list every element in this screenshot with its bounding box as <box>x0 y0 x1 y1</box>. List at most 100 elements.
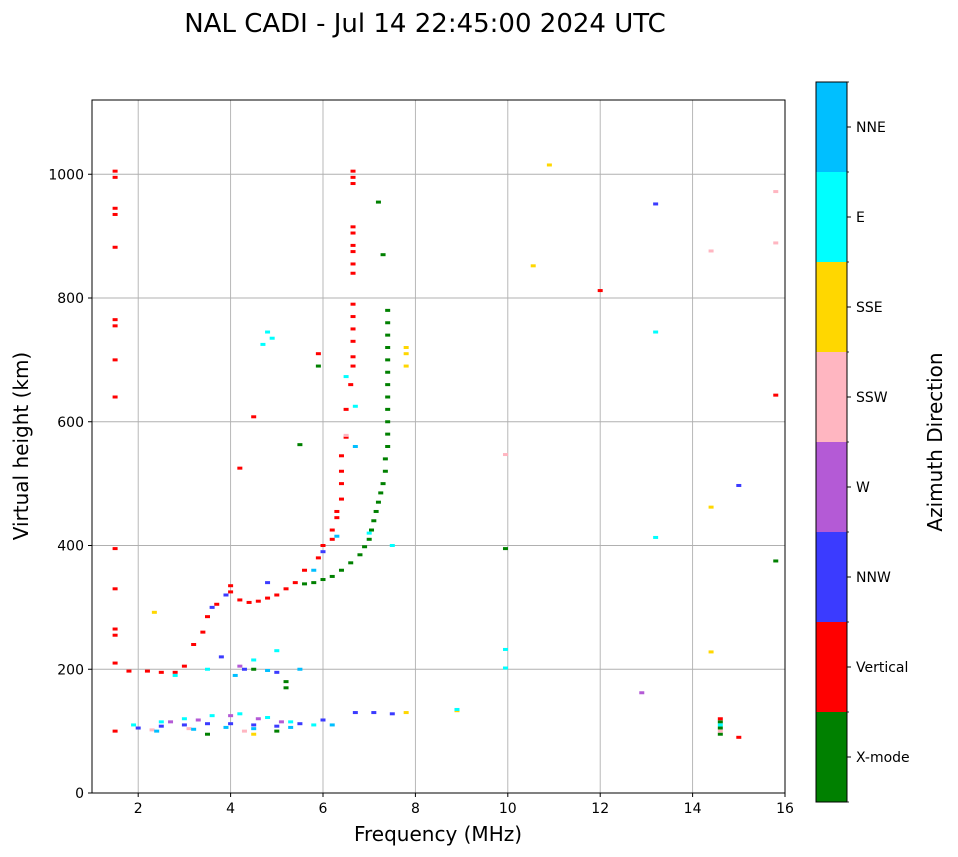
data-point <box>113 207 118 210</box>
series-nne <box>154 445 358 733</box>
data-points <box>113 163 779 738</box>
x-tick-label: 14 <box>684 801 702 817</box>
data-point <box>339 470 344 473</box>
data-point <box>302 569 307 572</box>
data-point <box>339 454 344 457</box>
colorbar-tick-label: X-mode <box>856 750 910 766</box>
x-axis-ticks: 2 4 6 8 10 12 14 16 <box>134 793 794 817</box>
data-point <box>279 720 284 723</box>
data-point <box>182 717 187 720</box>
data-point <box>113 628 118 631</box>
data-point <box>113 213 118 216</box>
data-point <box>251 723 256 726</box>
data-point <box>351 225 356 228</box>
data-point <box>321 578 326 581</box>
data-point <box>251 733 256 736</box>
data-point <box>351 182 356 185</box>
data-point <box>191 728 196 731</box>
data-point <box>219 655 224 658</box>
data-point <box>159 720 164 723</box>
data-point <box>351 170 356 173</box>
data-point <box>205 615 210 618</box>
colorbar-tick-label: NNE <box>856 120 886 136</box>
data-point <box>344 408 349 411</box>
x-tick-label: 16 <box>776 801 794 817</box>
data-point <box>200 631 205 634</box>
data-point <box>113 358 118 361</box>
data-point <box>237 598 242 601</box>
data-point <box>351 315 356 318</box>
data-point <box>454 708 459 711</box>
data-point <box>390 712 395 715</box>
data-point <box>274 730 279 733</box>
data-point <box>362 545 367 548</box>
x-tick-label: 2 <box>134 801 143 817</box>
data-point <box>288 726 293 729</box>
data-point <box>251 727 256 730</box>
data-point <box>718 717 723 720</box>
data-point <box>385 433 390 436</box>
data-point <box>251 658 256 661</box>
data-point <box>228 714 233 717</box>
data-point <box>159 725 164 728</box>
data-point <box>297 668 302 671</box>
data-point <box>187 727 192 730</box>
data-point <box>316 556 321 559</box>
data-point <box>237 712 242 715</box>
data-point <box>503 667 508 670</box>
data-point <box>196 718 201 721</box>
data-point <box>265 716 270 719</box>
data-point <box>334 516 339 519</box>
data-point <box>191 643 196 646</box>
data-point <box>351 262 356 265</box>
data-point <box>168 720 173 723</box>
data-point <box>773 559 778 562</box>
data-point <box>113 587 118 590</box>
data-point <box>247 601 252 604</box>
data-point <box>214 603 219 606</box>
data-point <box>205 722 210 725</box>
colorbar-segment <box>816 82 847 172</box>
chart-title: NAL CADI - Jul 14 22:45:00 2024 UTC <box>184 9 666 39</box>
data-point <box>773 241 778 244</box>
data-point <box>390 544 395 547</box>
data-point <box>284 680 289 683</box>
data-point <box>383 470 388 473</box>
colorbar-tick-label: SSE <box>856 300 883 316</box>
colorbar-segment <box>816 172 847 262</box>
data-point <box>353 711 358 714</box>
colorbar-tick-label: Vertical <box>856 660 908 676</box>
data-point <box>131 723 136 726</box>
data-point <box>709 506 714 509</box>
series-nnw <box>136 202 742 729</box>
colorbar-segment <box>816 622 847 712</box>
y-axis-ticks: 02004006008001000 <box>48 167 92 802</box>
data-point <box>256 600 261 603</box>
data-point <box>251 415 256 418</box>
data-point <box>718 727 723 730</box>
data-point <box>385 358 390 361</box>
data-point <box>351 365 356 368</box>
data-point <box>321 718 326 721</box>
data-point <box>339 569 344 572</box>
colorbar-segment <box>816 532 847 622</box>
data-point <box>773 190 778 193</box>
x-tick-label: 8 <box>411 801 420 817</box>
data-point <box>237 665 242 668</box>
data-point <box>274 594 279 597</box>
data-point <box>270 337 275 340</box>
data-point <box>284 587 289 590</box>
x-tick-label: 10 <box>499 801 517 817</box>
data-point <box>639 691 644 694</box>
data-point <box>503 547 508 550</box>
data-point <box>256 717 261 720</box>
data-point <box>293 581 298 584</box>
y-tick-label: 400 <box>57 539 84 555</box>
data-point <box>353 445 358 448</box>
colorbar-tick-label: SSW <box>856 390 888 406</box>
x-axis-label: Frequency (MHz) <box>354 822 522 846</box>
data-point <box>321 550 326 553</box>
data-point <box>311 581 316 584</box>
data-point <box>284 686 289 689</box>
series-e <box>131 331 723 727</box>
